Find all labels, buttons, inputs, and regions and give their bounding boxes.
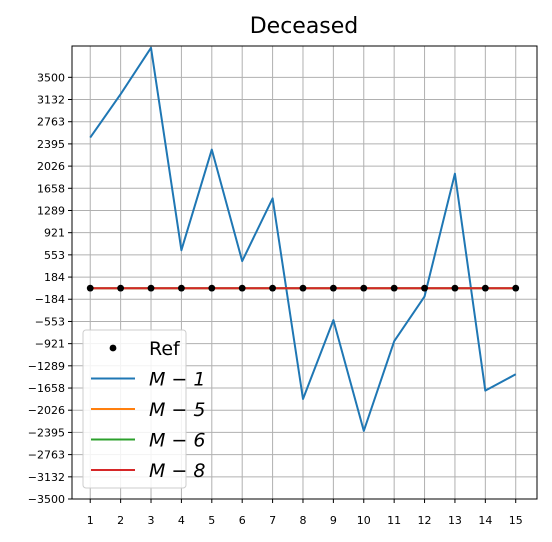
legend-swatch-0 [109,344,117,352]
x-tick-label: 14 [478,514,492,527]
ref-point [329,284,337,292]
ref-point [299,284,307,292]
y-tick-label: 1658 [37,182,65,195]
x-tick-label: 10 [357,514,371,527]
y-tick-label: 2026 [37,160,65,173]
x-tick-label: 2 [117,514,124,527]
y-tick-label: 1289 [37,205,65,218]
y-tick-label: 184 [44,271,65,284]
y-tick-label: 3132 [37,93,65,106]
x-tick-label: 3 [148,514,155,527]
y-tick-label: 921 [44,227,65,240]
ref-point [421,284,428,292]
y-tick-label: −553 [35,315,65,328]
x-tick-label: 5 [208,514,215,527]
series-line-1 [89,46,517,432]
ref-point [86,284,94,292]
ref-point [147,284,155,292]
chart-title: Deceased [250,14,359,39]
x-tick-label: 6 [239,514,246,527]
x-tick-label: 15 [509,514,523,527]
legend: Ref M − 1 M − 5 M − 6 M − 8 [82,329,205,489]
ref-point [390,284,398,292]
plot-frame [71,45,538,500]
legend-label-0: Ref [149,338,181,360]
x-tick-label: 1 [87,514,94,527]
ref-point [238,284,246,292]
y-tick-label: −3132 [28,471,65,484]
x-tick-label: 9 [330,514,337,527]
y-tick-label: −2395 [28,426,65,439]
legend-label-3: M − 6 [149,430,205,452]
legend-label-4: M − 8 [149,460,205,482]
x-tick-label: 11 [387,514,401,527]
y-tick-label: 553 [44,249,65,262]
series-layer [86,46,520,432]
y-tick-label: −2026 [28,404,65,417]
y-tick-label: −184 [35,293,65,306]
x-tick-label: 13 [448,514,462,527]
ref-point [512,284,520,292]
y-tick-label: −2763 [28,449,65,462]
ref-point [360,284,368,292]
x-tick-label: 12 [418,514,432,527]
y-tick-label: −1658 [28,382,65,395]
y-axis-ticks: −3500 −3132 −2763 −2395 −2026 −1658 −1289 −921 −… [28,71,72,506]
ref-point [269,284,276,292]
x-tick-label: 8 [299,514,306,527]
ref-point [451,284,459,292]
x-axis-ticks: 1 2 3 4 5 6 7 8 9 10 11 12 13 14 15 [87,499,523,527]
legend-label-1: M − 1 [149,369,205,391]
y-tick-label: −1289 [28,360,65,373]
ref-point [178,284,185,292]
x-tick-label: 7 [269,514,276,527]
y-tick-label: 3500 [37,71,65,84]
legend-label-2: M − 5 [149,399,205,421]
x-tick-label: 4 [178,514,185,527]
ref-point [208,284,216,292]
ref-point [117,284,125,292]
y-tick-label: 2395 [37,138,65,151]
y-tick-label: 2763 [37,116,65,129]
y-tick-label: −3500 [28,493,65,506]
y-tick-label: −921 [35,338,65,351]
ref-point [481,284,489,292]
